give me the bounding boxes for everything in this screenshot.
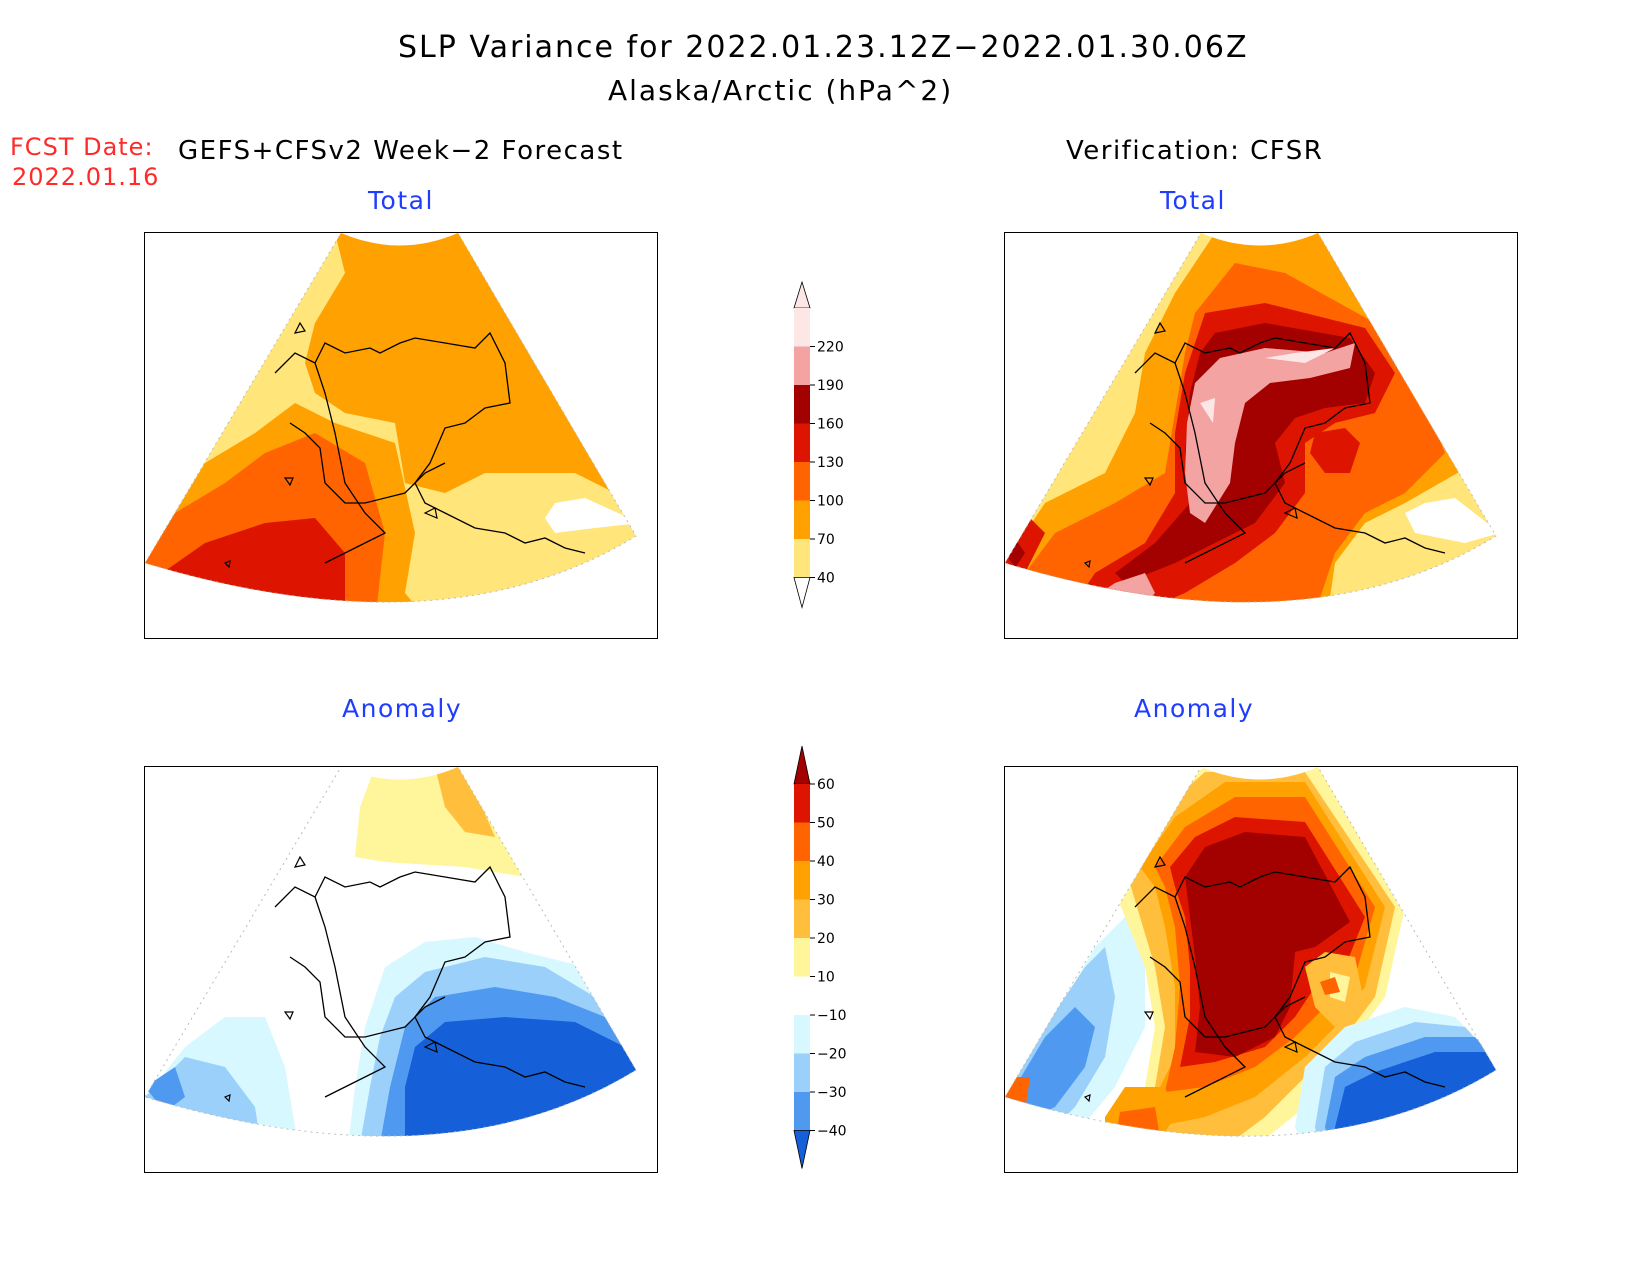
total-colorbar: 220 190 160 130 100 70 40 <box>793 280 844 610</box>
colorbar-tick-label: 100 <box>817 494 844 510</box>
colorbar-tick-label: 30 <box>817 893 835 909</box>
colorbar-tick-label: 20 <box>817 931 835 947</box>
forecast-anomaly-title: Anomaly <box>342 694 463 723</box>
colorbar-swatch <box>794 976 810 1015</box>
colorbar-tip-bottom <box>793 577 811 610</box>
colorbar-swatch <box>794 1053 810 1092</box>
colorbar-swatch <box>794 861 810 900</box>
colorbar-tick-label: 70 <box>817 532 835 548</box>
verification-total-title: Total <box>1160 186 1226 215</box>
verification-total-map <box>1004 232 1518 639</box>
forecast-anomaly-map <box>144 766 658 1173</box>
colorbar-tick-label: 50 <box>817 816 835 832</box>
colorbar-tip-top <box>793 746 811 785</box>
colorbar-tick-label: 60 <box>817 777 835 793</box>
colorbar-swatch <box>794 500 810 539</box>
anomaly-colorbar: 60 50 40 30 20 10 −10 −20 −30 −40 <box>793 746 847 1169</box>
colorbar-tick-label: −30 <box>817 1085 847 1101</box>
verification-anomaly-title: Anomaly <box>1134 694 1255 723</box>
colorbar-tip-bottom <box>793 1130 811 1169</box>
colorbar-swatch <box>794 938 810 977</box>
colorbar-swatch <box>794 539 810 578</box>
colorbar-tick-label: 160 <box>817 417 844 433</box>
colorbar-swatch <box>794 423 810 462</box>
colorbar-swatch <box>794 385 810 424</box>
verification-column-heading: Verification: CFSR <box>1066 136 1324 166</box>
verification-anomaly-map <box>1004 766 1518 1173</box>
colorbar-tick-label: 190 <box>817 378 844 394</box>
colorbar-swatch <box>794 899 810 938</box>
colorbar-swatch <box>794 308 810 347</box>
colorbar-swatch <box>794 784 810 823</box>
fcst-date-label: FCST Date: <box>10 133 154 161</box>
forecast-column-heading: GEFS+CFSv2 Week−2 Forecast <box>178 136 624 166</box>
colorbar-tick-label: −40 <box>817 1124 847 1140</box>
colorbar-tick-label: 40 <box>817 571 835 587</box>
forecast-total-title: Total <box>368 186 434 215</box>
colorbar-tick-label: 130 <box>817 455 844 471</box>
colorbar-tick-label: −10 <box>817 1008 847 1024</box>
colorbar-swatch <box>794 822 810 861</box>
colorbar-tick-label: 10 <box>817 970 835 986</box>
colorbar-swatch <box>794 346 810 385</box>
figure-subtitle: Alaska/Arctic (hPa^2) <box>608 74 954 107</box>
colorbar-swatch <box>794 462 810 501</box>
fcst-date-value: 2022.01.16 <box>12 163 160 191</box>
colorbar-tick-label: 40 <box>817 854 835 870</box>
colorbar-tip-top <box>793 280 811 309</box>
figure-title: SLP Variance for 2022.01.23.12Z−2022.01.… <box>398 30 1249 65</box>
colorbar-tick-label: 220 <box>817 340 844 356</box>
colorbar-swatch <box>794 1015 810 1054</box>
colorbar-tick-label: −20 <box>817 1047 847 1063</box>
colorbar-swatch <box>794 1092 810 1131</box>
forecast-total-map <box>144 232 658 639</box>
